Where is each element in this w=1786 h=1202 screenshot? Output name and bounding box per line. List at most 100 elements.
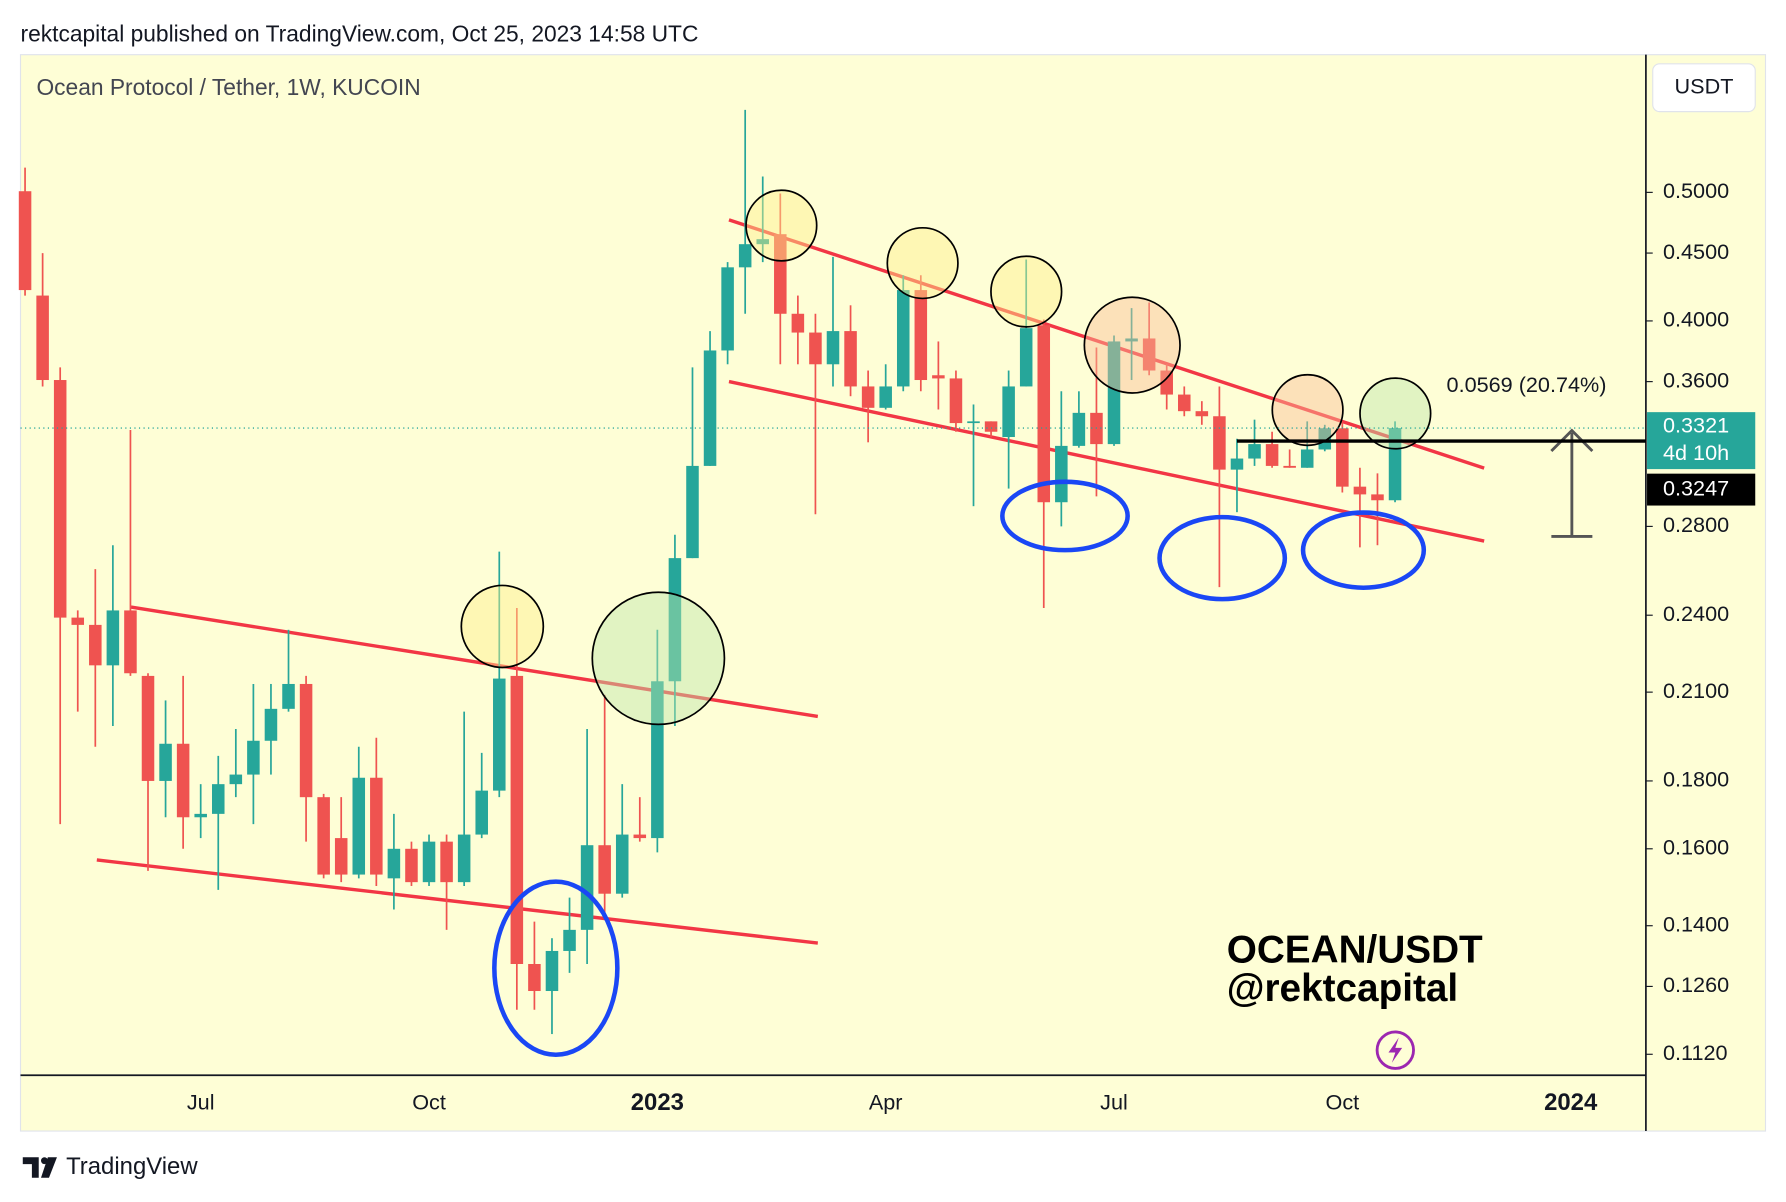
candle-body bbox=[405, 848, 418, 883]
measure-arrow bbox=[1550, 428, 1594, 453]
circle-marker bbox=[1083, 296, 1181, 394]
candle-body bbox=[141, 675, 155, 781]
candle-body bbox=[334, 838, 348, 875]
candle-body bbox=[580, 845, 594, 930]
tv-logo bbox=[22, 1157, 57, 1178]
candle-body bbox=[668, 558, 682, 682]
measure-label: 0.0569 (20.74%) bbox=[1447, 372, 1607, 397]
y-tick-label: 0.1400 bbox=[1663, 911, 1729, 936]
candle-body bbox=[211, 784, 225, 814]
candle-body bbox=[528, 964, 541, 992]
last-price-label: 0.3321 bbox=[1663, 413, 1729, 438]
candle-body bbox=[493, 678, 506, 791]
candle-body bbox=[686, 465, 699, 559]
candle-body bbox=[317, 797, 330, 875]
candle-body bbox=[1002, 386, 1015, 438]
circles bbox=[460, 189, 1432, 726]
candle-body bbox=[774, 234, 787, 314]
candle-body bbox=[1371, 494, 1384, 501]
candles bbox=[18, 109, 1402, 1035]
candle-body bbox=[36, 295, 49, 381]
countdown-label: 4d 10h bbox=[1663, 440, 1729, 465]
candle-body bbox=[264, 708, 278, 741]
watermark: OCEAN/USDT bbox=[1227, 928, 1483, 971]
candle-body bbox=[387, 848, 401, 879]
candle-body bbox=[738, 244, 752, 268]
x-tick-label: 2023 bbox=[631, 1089, 684, 1116]
candle-body bbox=[1230, 458, 1244, 470]
y-tick-label: 0.1120 bbox=[1663, 1040, 1728, 1065]
candle-body bbox=[1055, 445, 1068, 503]
candle-body bbox=[1142, 338, 1156, 371]
circle-marker bbox=[591, 591, 726, 726]
candle-body bbox=[1178, 394, 1191, 412]
candle-body bbox=[1107, 341, 1121, 445]
candle-body bbox=[1125, 338, 1138, 342]
candle-body bbox=[352, 777, 366, 875]
logo-part bbox=[41, 1157, 57, 1178]
candle-body bbox=[176, 743, 190, 818]
ellipse-marker bbox=[1300, 510, 1427, 591]
candle-body bbox=[984, 421, 998, 432]
candle-body bbox=[932, 375, 945, 379]
candle-body bbox=[826, 331, 840, 365]
last-price-box bbox=[1647, 412, 1756, 470]
lightning-icon[interactable] bbox=[1375, 1030, 1415, 1070]
candle-body bbox=[1265, 444, 1279, 466]
candle-body bbox=[475, 790, 488, 835]
candle-body bbox=[563, 929, 576, 951]
candle-body bbox=[159, 743, 172, 781]
y-tick-label: 0.1260 bbox=[1663, 972, 1729, 997]
candle-body bbox=[1388, 428, 1402, 501]
candle-body bbox=[194, 813, 207, 818]
logo-part bbox=[22, 1157, 39, 1178]
candle-body bbox=[71, 617, 85, 625]
candle-body bbox=[949, 378, 963, 424]
currency-button[interactable] bbox=[1652, 63, 1756, 113]
candle-body bbox=[633, 834, 647, 839]
candle-body bbox=[229, 774, 243, 785]
candle-body bbox=[844, 331, 857, 387]
y-tick-label: 0.2400 bbox=[1663, 601, 1729, 626]
candle-body bbox=[18, 191, 32, 291]
circle-marker bbox=[1359, 377, 1432, 450]
y-tick-label: 0.1600 bbox=[1663, 835, 1729, 860]
candle-body bbox=[422, 841, 436, 883]
candle-body bbox=[545, 950, 559, 992]
candle-body bbox=[1283, 465, 1296, 468]
y-tick-label: 0.1800 bbox=[1663, 767, 1729, 792]
candle-body bbox=[1072, 412, 1086, 446]
icon-circle[interactable] bbox=[1375, 1030, 1415, 1070]
trendline bbox=[96, 858, 819, 945]
candle-body bbox=[809, 332, 822, 365]
candle-body bbox=[1248, 444, 1261, 459]
candle-body bbox=[1213, 416, 1226, 470]
candle-body bbox=[89, 624, 102, 666]
candle-body bbox=[124, 610, 137, 674]
icon-bolt[interactable] bbox=[1388, 1037, 1403, 1063]
trendline bbox=[728, 218, 1485, 470]
circle-marker bbox=[1271, 373, 1344, 447]
y-tick-label: 0.5000 bbox=[1663, 178, 1729, 203]
x-tick-label: 2024 bbox=[1544, 1089, 1598, 1116]
level-price-box bbox=[1647, 473, 1756, 506]
circle-marker bbox=[460, 584, 545, 669]
ellipse-marker bbox=[492, 879, 620, 1058]
x-tick-label: Apr bbox=[869, 1089, 903, 1114]
trendline bbox=[130, 605, 819, 719]
y-tick-label: 0.4000 bbox=[1663, 307, 1729, 332]
candle-body bbox=[756, 239, 770, 245]
footer: TradingView bbox=[66, 1153, 198, 1180]
circle-marker bbox=[886, 226, 959, 300]
watermark: @rektcapital bbox=[1227, 967, 1458, 1010]
x-tick-label: Oct bbox=[412, 1089, 446, 1114]
candle-body bbox=[1300, 449, 1314, 468]
candle-body bbox=[1353, 486, 1367, 495]
circle-marker bbox=[745, 189, 818, 262]
ellipse-marker bbox=[1157, 514, 1288, 602]
chart-background bbox=[19, 54, 1767, 1132]
currency-label[interactable]: USDT bbox=[1675, 73, 1734, 98]
candle-body bbox=[370, 777, 383, 875]
